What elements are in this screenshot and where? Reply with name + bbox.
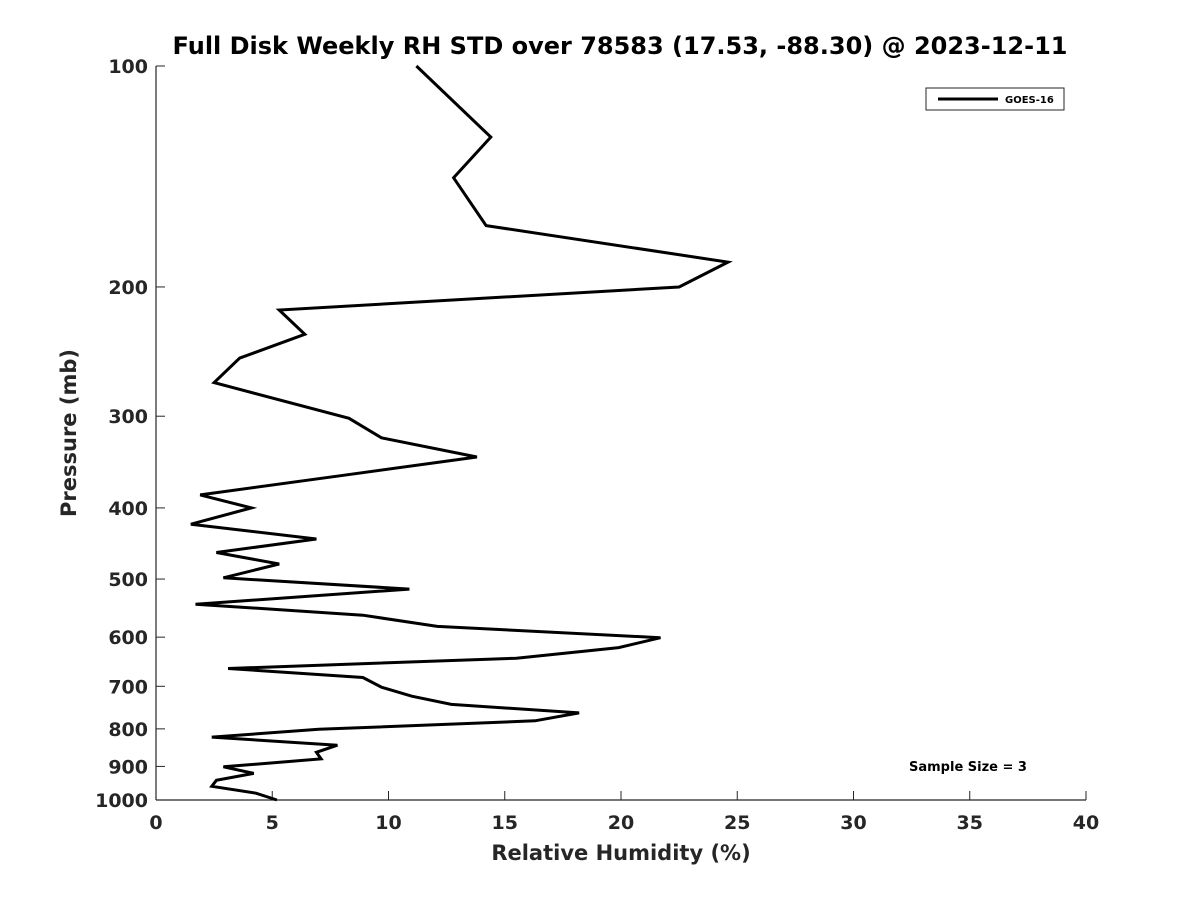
y-tick-label: 800 (108, 719, 148, 741)
legend: GOES-16 (925, 87, 1065, 111)
y-axis-label: Pressure (mb) (57, 349, 81, 517)
y-tick-label: 700 (108, 676, 148, 698)
x-tick-label: 10 (375, 812, 401, 834)
chart-title: Full Disk Weekly RH STD over 78583 (17.5… (173, 32, 1068, 60)
x-axis-ticks: 0 5 10 15 20 25 30 35 40 (149, 791, 1099, 834)
y-tick-label: 1000 (95, 790, 148, 812)
x-tick-label: 30 (840, 812, 866, 834)
series-line-goes-16 (190, 64, 733, 802)
y-tick-label: 400 (108, 498, 148, 520)
sample-size-annotation: Sample Size = 3 (909, 760, 1027, 775)
y-tick-label: 300 (108, 406, 148, 428)
y-tick-label: 900 (108, 756, 148, 778)
series-layer (190, 64, 733, 802)
y-axis-ticks: 100 200 300 400 500 600 700 800 900 1000 (95, 56, 165, 812)
y-tick-label: 600 (108, 627, 148, 649)
x-tick-label: 5 (266, 812, 279, 834)
x-tick-label: 20 (608, 812, 634, 834)
plot-area (155, 66, 1086, 801)
x-tick-label: 35 (957, 812, 983, 834)
x-tick-label: 15 (492, 812, 518, 834)
legend-label-goes-16: GOES-16 (1005, 95, 1054, 106)
x-tick-label: 25 (724, 812, 750, 834)
y-tick-label: 200 (108, 277, 148, 299)
x-tick-label: 40 (1073, 812, 1099, 834)
x-axis-label: Relative Humidity (%) (491, 841, 750, 865)
x-tick-label: 0 (149, 812, 162, 834)
y-tick-label: 100 (108, 56, 148, 78)
y-tick-label: 500 (108, 569, 148, 591)
